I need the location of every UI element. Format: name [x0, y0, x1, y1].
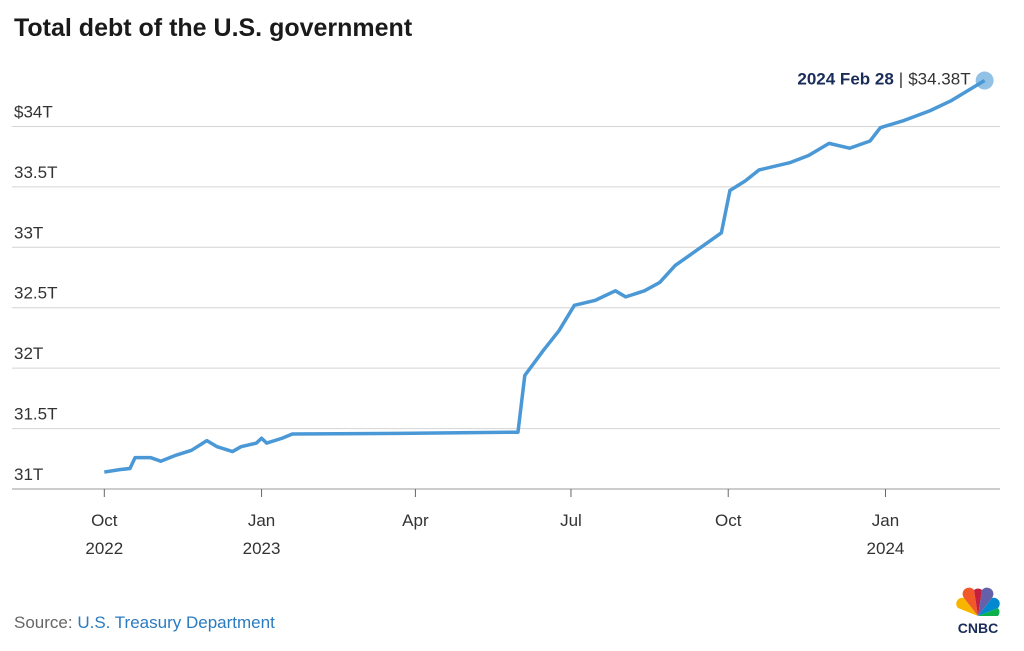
annotation-date: 2024 Feb 28 [797, 70, 893, 89]
y-tick-label: 32.5T [14, 284, 57, 303]
source-link[interactable]: U.S. Treasury Department [77, 613, 275, 632]
end-point [975, 71, 994, 90]
x-tick-label: Oct [715, 511, 742, 530]
source-prefix: Source: [14, 613, 73, 632]
chart-title: Total debt of the U.S. government [14, 14, 413, 42]
annotation-separator: | [899, 70, 903, 89]
source: Source: U.S. Treasury Department [14, 613, 275, 632]
logo: CNBC [956, 587, 1000, 636]
x-tick-label: Oct 2022 [85, 511, 123, 558]
y-tick-label: $34T [14, 102, 53, 121]
data-line [104, 79, 986, 474]
x-tick-label: Jul [560, 511, 582, 530]
y-tick-label: 33.5T [14, 163, 57, 182]
logo-feather [956, 597, 978, 616]
x-tick-label: Jan 2023 [243, 511, 281, 558]
y-tick-label: 31.5T [14, 405, 57, 424]
annotation-value: $34.38T [908, 70, 970, 89]
logo-feather [978, 608, 1000, 616]
logo-feather [962, 587, 978, 616]
y-tick-label: 31T [14, 465, 43, 484]
logo-feather [978, 597, 1000, 616]
plot-area: 31T 31.5T 32T 32.5T 33T 33.5T $34T Oct 2022 Jan 20… [12, 70, 1000, 558]
y-tick-label: 32T [14, 344, 43, 363]
y-tick-label: 33T [14, 223, 43, 242]
x-tick-label: Jan 2024 [867, 511, 905, 558]
annotation: 2024 Feb 28 | $34.38T [797, 70, 970, 89]
logo-text: CNBC [958, 620, 998, 636]
x-tick-label: Apr [402, 511, 429, 530]
logo-feather [974, 588, 982, 616]
logo-feather [978, 587, 994, 616]
